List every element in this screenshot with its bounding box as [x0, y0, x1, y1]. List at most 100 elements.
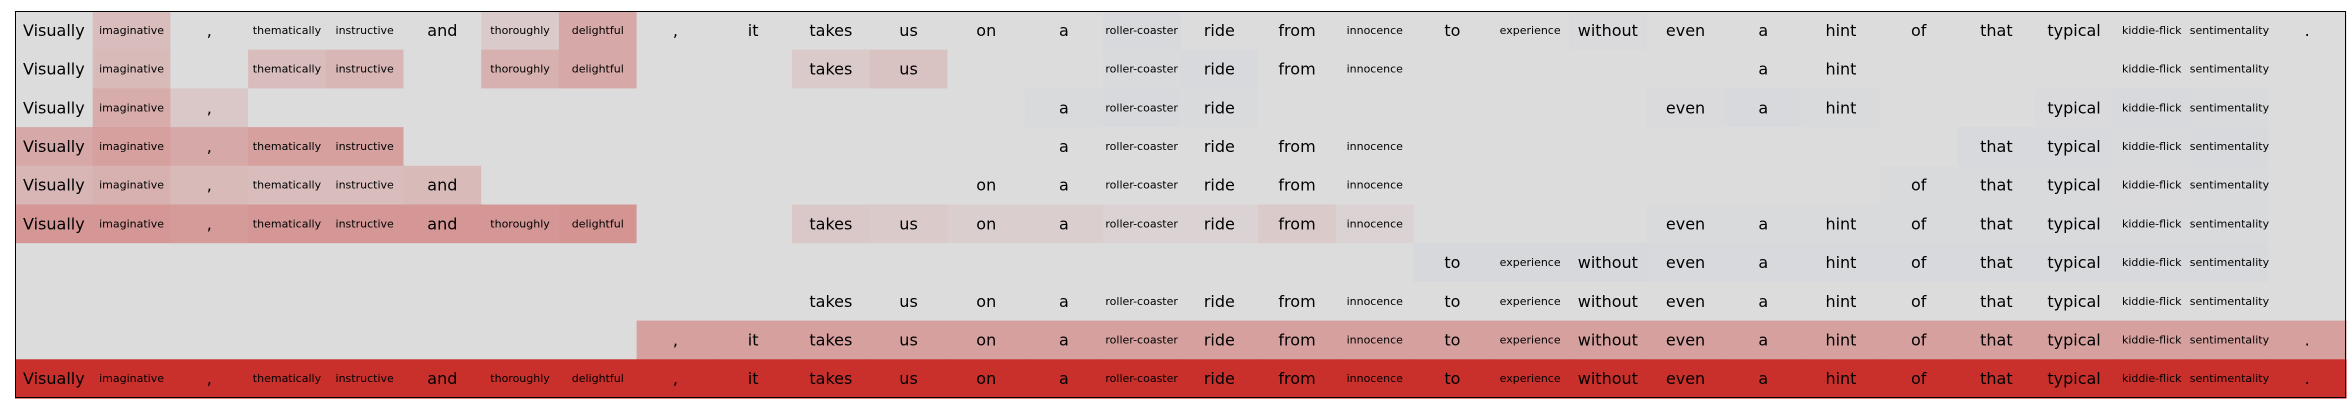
heatmap-cell	[2035, 11, 2114, 51]
token-label: ,	[673, 369, 678, 388]
heatmap-cell	[403, 243, 482, 283]
heatmap-cell	[1102, 88, 1182, 128]
token-label: delightful	[572, 24, 624, 37]
token-label: hint	[1825, 369, 1856, 388]
token-label: that	[1980, 214, 2013, 233]
heatmap-cell	[248, 359, 327, 399]
token-label: Visually	[23, 98, 85, 117]
heatmap-cell	[1646, 11, 1725, 51]
token-label: takes	[809, 214, 852, 233]
heatmap-cell	[947, 165, 1026, 206]
token-label: takes	[809, 21, 852, 40]
heatmap-cell	[1335, 359, 1415, 399]
heatmap-cell	[170, 359, 249, 399]
token-label: even	[1666, 292, 1705, 311]
token-label: ride	[1204, 214, 1235, 233]
token-label: kiddie-flick	[2122, 101, 2182, 114]
heatmap-cell	[1957, 49, 2036, 89]
token-label: from	[1278, 214, 1315, 233]
token-label: to	[1444, 253, 1460, 272]
heatmap-cell	[636, 165, 715, 206]
token-label: ride	[1204, 369, 1235, 388]
token-label: imaginative	[99, 24, 164, 37]
heatmap-cell	[325, 88, 405, 128]
token-label: that	[1980, 176, 2013, 195]
heatmap-cell	[92, 359, 171, 399]
heatmap-cell	[248, 204, 327, 244]
heatmap-cell	[1879, 88, 1959, 128]
heatmap-cell	[2190, 88, 2269, 128]
heatmap-cell	[869, 127, 948, 167]
heatmap-cell	[1335, 11, 1415, 51]
token-label: experience	[1500, 256, 1561, 269]
token-label: on	[976, 330, 996, 349]
heatmap-cell	[792, 11, 871, 51]
heatmap-cell	[1802, 11, 1881, 51]
token-label: sentimentality	[2190, 217, 2270, 230]
heatmap-cell	[1724, 204, 1803, 244]
token-label: innocence	[1347, 24, 1404, 37]
heatmap-cell	[792, 127, 871, 167]
heatmap-cell	[92, 11, 171, 51]
heatmap-cell	[2190, 11, 2269, 51]
heatmap-cell	[947, 204, 1026, 244]
token-label: roller-coaster	[1105, 101, 1178, 114]
heatmap-cell	[1491, 127, 1570, 167]
token-label: sentimentality	[2190, 24, 2270, 37]
heatmap-cells	[15, 11, 2347, 399]
heatmap-cell	[1879, 49, 1959, 89]
heatmap-cell	[1102, 11, 1182, 51]
heatmap-cell	[2268, 88, 2347, 128]
token-label: innocence	[1347, 372, 1404, 385]
token-label: innocence	[1347, 140, 1404, 153]
heatmap-cell	[714, 359, 793, 399]
token-label: imaginative	[99, 179, 164, 192]
heatmap-cell	[1491, 49, 1570, 89]
token-label: kiddie-flick	[2122, 372, 2182, 385]
heatmap-cell	[714, 204, 793, 244]
heatmap-cell	[1413, 359, 1492, 399]
heatmap-cell	[2268, 11, 2347, 51]
heatmap-cell	[403, 359, 482, 399]
token-label: that	[1980, 253, 2013, 272]
heatmap-cell	[1180, 165, 1259, 206]
token-label: a	[1059, 330, 1069, 349]
token-label: innocence	[1347, 333, 1404, 346]
token-label: ride	[1204, 98, 1235, 117]
token-label: thematically	[253, 140, 322, 153]
heatmap-cell	[1025, 281, 1104, 322]
token-label: experience	[1500, 295, 1561, 308]
token-label: and	[427, 176, 457, 195]
heatmap-cell	[1569, 165, 1648, 206]
heatmap-cell	[1258, 359, 1337, 399]
heatmap-cell	[1569, 243, 1648, 283]
token-label: a	[1758, 253, 1768, 272]
heatmap-cell	[1413, 204, 1492, 244]
heatmap-cell	[403, 165, 482, 206]
heatmap-cell	[869, 243, 948, 283]
heatmap-cell	[558, 320, 638, 360]
heatmap-cell	[2112, 49, 2192, 89]
heatmap-cell	[1413, 243, 1492, 283]
heatmap-cell	[92, 127, 171, 167]
token-label: thoroughly	[490, 24, 550, 37]
heatmap-cell	[792, 320, 871, 360]
heatmap-cell	[869, 281, 948, 322]
token-label: Visually	[23, 369, 85, 388]
token-label: to	[1444, 330, 1460, 349]
heatmap-cell	[1724, 165, 1803, 206]
token-label: a	[1059, 292, 1069, 311]
token-label: imaginative	[99, 101, 164, 114]
heatmap-cell	[325, 11, 405, 51]
token-label: a	[1059, 21, 1069, 40]
heatmap-cell	[1569, 204, 1648, 244]
token-label: kiddie-flick	[2122, 217, 2182, 230]
token-label: hint	[1825, 253, 1856, 272]
heatmap-cell	[636, 320, 715, 360]
heatmap-cell	[1335, 127, 1415, 167]
token-label: ride	[1204, 292, 1235, 311]
heatmap-cell	[15, 165, 94, 206]
heatmap-cell	[2112, 165, 2192, 206]
heatmap-cell	[1802, 49, 1881, 89]
heatmap-cell	[714, 281, 793, 322]
